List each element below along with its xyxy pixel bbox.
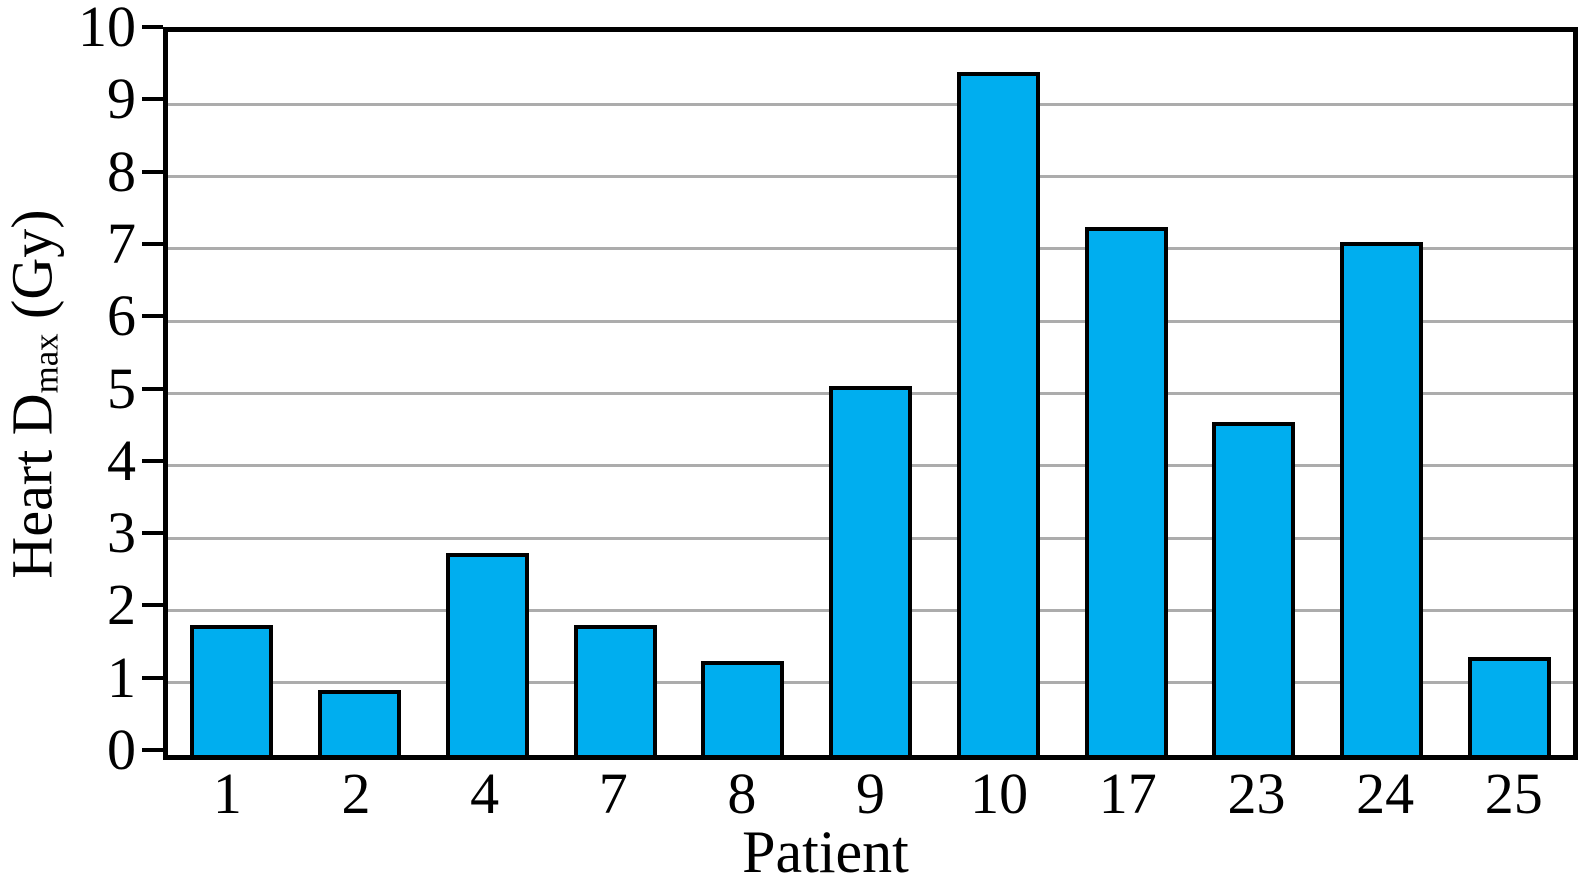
y-tick-label-5: 5 <box>107 355 136 421</box>
bar-patient-2 <box>318 689 402 755</box>
y-tick-label-6: 6 <box>107 283 136 349</box>
bar-slot-2 <box>296 32 424 755</box>
x-tick-label-4: 4 <box>470 761 500 826</box>
x-tick-label-1: 1 <box>212 761 242 826</box>
bar-slot-9 <box>807 32 935 755</box>
x-tick-label-24: 24 <box>1356 761 1415 826</box>
bar-slot-10 <box>934 32 1062 755</box>
y-tick-6 <box>142 314 163 319</box>
bar-slot-25 <box>1445 32 1573 755</box>
y-tick-label-10: 10 <box>78 0 136 59</box>
bar-slot-7 <box>551 32 679 755</box>
y-tick-label-7: 7 <box>107 210 136 276</box>
y-tick-label-8: 8 <box>107 138 136 204</box>
y-tick-label-2: 2 <box>107 572 136 638</box>
bar-slot-17 <box>1062 32 1190 755</box>
x-tick-label-8: 8 <box>727 761 757 826</box>
x-tick-label-23: 23 <box>1227 761 1286 826</box>
y-tick-label-4: 4 <box>107 427 136 493</box>
y-tick-7 <box>142 241 163 246</box>
y-tick-label-9: 9 <box>107 66 136 132</box>
bar-patient-24 <box>1339 241 1423 755</box>
y-tick-10 <box>142 25 163 29</box>
x-tick-labels: 1 2 4 7 8 9 10 17 23 24 25 <box>163 765 1578 823</box>
y-tick-9 <box>142 97 163 102</box>
bar-slot-24 <box>1318 32 1446 755</box>
y-tick-5 <box>142 386 163 391</box>
x-tick-label-9: 9 <box>856 761 886 826</box>
bar-patient-25 <box>1467 657 1551 755</box>
y-tick-8 <box>142 169 163 174</box>
y-tick-4 <box>142 458 163 463</box>
y-tick-label-0: 0 <box>107 717 136 782</box>
bar-slot-8 <box>679 32 807 755</box>
bar-patient-10 <box>956 71 1040 755</box>
bar-patient-7 <box>573 624 657 755</box>
gridline-7 <box>168 247 1573 251</box>
x-tick-label-10: 10 <box>970 761 1029 826</box>
bar-patient-23 <box>1212 422 1296 755</box>
y-tick-1 <box>142 675 163 680</box>
x-tick-label-17: 17 <box>1098 761 1157 826</box>
y-tick-labels: 0 1 2 3 4 5 6 7 8 9 10 <box>0 0 136 779</box>
bar-slot-1 <box>168 32 296 755</box>
x-tick-label-2: 2 <box>341 761 371 826</box>
y-tick-0 <box>142 748 163 752</box>
x-tick-label-25: 25 <box>1484 761 1543 826</box>
gridline-6 <box>168 319 1573 323</box>
y-ticks <box>142 25 163 752</box>
gridline-8 <box>168 175 1573 179</box>
x-tick-label-7: 7 <box>598 761 628 826</box>
gridline-9 <box>168 102 1573 106</box>
plot-area <box>163 27 1578 760</box>
y-tick-label-3: 3 <box>107 500 136 566</box>
bar-slot-23 <box>1190 32 1318 755</box>
y-tick-2 <box>142 603 163 608</box>
bar-slot-4 <box>423 32 551 755</box>
bar-patient-17 <box>1084 227 1168 755</box>
bar-patient-1 <box>190 624 274 755</box>
bar-patient-4 <box>445 552 529 755</box>
bar-patient-8 <box>701 661 785 755</box>
x-axis-title: Patient <box>742 819 909 882</box>
bars <box>168 32 1573 755</box>
y-tick-3 <box>142 531 163 536</box>
bar-patient-9 <box>829 386 913 755</box>
y-tick-label-1: 1 <box>107 644 136 710</box>
